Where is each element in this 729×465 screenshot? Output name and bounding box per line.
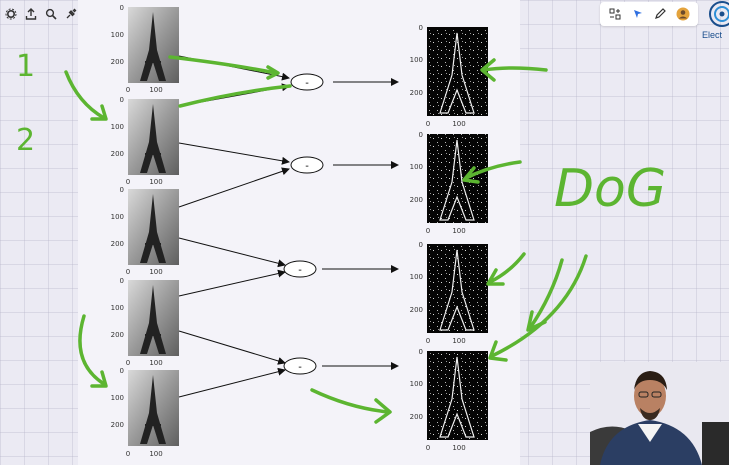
tick-label: 0 [419,241,423,249]
gaussian-image-5 [128,370,179,446]
annotation-number-2: 2 [16,123,35,158]
tick-label: 0 [126,359,130,367]
tick-label: 0 [120,367,124,375]
tick-label: 100 [111,31,124,39]
tick-label: 100 [111,213,124,221]
gaussian-image-1 [128,7,179,83]
tick-label: 100 [452,120,465,128]
annotation-dog-label: DoG [554,159,666,219]
operator-symbol: - [298,265,302,276]
tick-label: 100 [452,227,465,235]
dog-image-4 [427,351,488,440]
gaussian-image-3 [128,189,179,265]
tick-label: 0 [120,277,124,285]
handwritten-annotations [64,55,588,424]
tick-label: 200 [410,306,423,314]
tick-label: 100 [452,444,465,452]
tick-label: 0 [126,86,130,94]
tick-label: 100 [111,394,124,402]
tick-label: 100 [410,273,423,281]
grid-plus-icon[interactable] [608,7,622,21]
subtract-operator-4: - [283,357,317,375]
operator-symbol: - [298,362,302,373]
plug-icon[interactable] [64,7,78,21]
tick-label: 0 [419,131,423,139]
pen-icon[interactable] [653,7,667,21]
tick-label: 200 [410,413,423,421]
search-icon[interactable] [44,7,58,21]
tick-label: 100 [149,450,162,458]
operator-symbol: - [305,78,309,89]
annotation-text: 1 2 DoG [16,49,666,219]
tick-label: 100 [410,380,423,388]
tick-label: 0 [126,450,130,458]
tick-label: 200 [410,196,423,204]
avatar-icon[interactable] [676,7,690,21]
subtract-operator-1: - [290,73,324,91]
tick-label: 100 [149,268,162,276]
gaussian-image-2 [128,99,179,175]
dog-image-1 [427,27,488,116]
tick-label: 200 [111,240,124,248]
tick-label: 200 [111,331,124,339]
tick-label: 200 [410,89,423,97]
presenter-webcam [590,362,729,465]
tick-label: 100 [111,123,124,131]
dog-image-2 [427,134,488,223]
tick-label: 0 [419,348,423,356]
tick-label: 200 [111,421,124,429]
tick-label: 100 [149,86,162,94]
tick-label: 0 [120,186,124,194]
tick-label: 100 [149,178,162,186]
tick-label: 0 [426,227,430,235]
tick-label: 0 [120,96,124,104]
operator-symbol: - [305,161,309,172]
tick-label: 200 [111,150,124,158]
gear-icon[interactable] [4,7,18,21]
tick-label: 0 [426,444,430,452]
tick-label: 100 [149,359,162,367]
toolbar-right [600,2,698,26]
tick-label: 0 [120,4,124,12]
tick-label: 0 [426,120,430,128]
tick-label: 100 [111,304,124,312]
tick-label: 0 [126,178,130,186]
annotation-number-1: 1 [16,49,35,84]
logo-text: Elect [702,30,723,40]
subtract-operator-3: - [283,260,317,278]
dog-image-3 [427,244,488,333]
toolbar-left [0,0,82,28]
tick-label: 100 [410,163,423,171]
upload-icon[interactable] [24,7,38,21]
tick-label: 200 [111,58,124,66]
pointer-icon[interactable] [631,7,645,21]
tick-label: 100 [410,56,423,64]
gaussian-image-4 [128,280,179,356]
subtract-operator-2: - [290,156,324,174]
tick-label: 100 [452,337,465,345]
connector-arrows [178,55,399,398]
brand-logo: Elect [702,0,729,42]
tick-label: 0 [126,268,130,276]
tick-label: 0 [426,337,430,345]
tick-label: 0 [419,24,423,32]
